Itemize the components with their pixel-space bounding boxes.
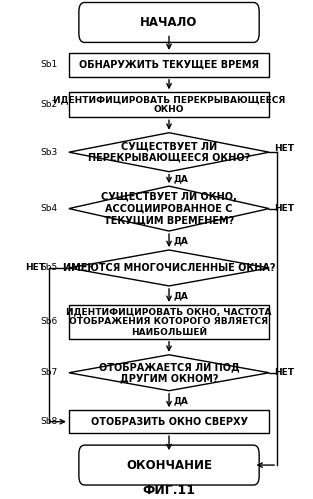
Text: ОКОНЧАНИЕ: ОКОНЧАНИЕ xyxy=(126,459,212,472)
Text: ДА: ДА xyxy=(174,291,189,300)
Text: ИДЕНТИФИЦИРОВАТЬ ОКНО, ЧАСТОТА
ОТОБРАЖЕНИЯ КОТОРОГО ЯВЛЯЕТСЯ
НАИБОЛЬШЕЙ: ИДЕНТИФИЦИРОВАТЬ ОКНО, ЧАСТОТА ОТОБРАЖЕН… xyxy=(66,307,272,337)
FancyBboxPatch shape xyxy=(79,2,259,42)
Text: НЕТ: НЕТ xyxy=(274,144,294,153)
Text: Sb7: Sb7 xyxy=(41,368,58,377)
Polygon shape xyxy=(69,186,269,231)
Bar xyxy=(69,53,269,77)
Polygon shape xyxy=(69,250,269,286)
Text: Sb6: Sb6 xyxy=(41,317,58,326)
Bar xyxy=(69,305,269,339)
Text: НЕТ: НЕТ xyxy=(274,368,294,377)
Text: ИМЕЮТСЯ МНОГОЧИСЛЕННЫЕ ОКНА?: ИМЕЮТСЯ МНОГОЧИСЛЕННЫЕ ОКНА? xyxy=(63,263,275,273)
Text: Sb2: Sb2 xyxy=(41,100,58,109)
Text: ИДЕНТИФИЦИРОВАТЬ ПЕРЕКРЫВАЮЩЕЕСЯ
ОКНО: ИДЕНТИФИЦИРОВАТЬ ПЕРЕКРЫВАЮЩЕЕСЯ ОКНО xyxy=(53,95,285,114)
Text: Sb3: Sb3 xyxy=(41,148,58,157)
Text: Sb8: Sb8 xyxy=(41,417,58,426)
Text: ДА: ДА xyxy=(174,175,189,184)
Text: Sb5: Sb5 xyxy=(41,263,58,272)
Text: НЕТ: НЕТ xyxy=(25,263,45,272)
Text: СУЩЕСТВУЕТ ЛИ
ПЕРЕКРЫВАЮЩЕЕСЯ ОКНО?: СУЩЕСТВУЕТ ЛИ ПЕРЕКРЫВАЮЩЕЕСЯ ОКНО? xyxy=(88,141,250,163)
Text: Sb4: Sb4 xyxy=(41,204,58,213)
Text: НЕТ: НЕТ xyxy=(274,204,294,213)
Text: ДА: ДА xyxy=(174,396,189,405)
Polygon shape xyxy=(69,355,269,391)
Text: ФИГ.11: ФИГ.11 xyxy=(142,484,196,497)
Text: ДА: ДА xyxy=(174,236,189,245)
Text: Sb1: Sb1 xyxy=(41,60,58,69)
Polygon shape xyxy=(69,133,269,172)
Text: ОТОБРАЗИТЬ ОКНО СВЕРХУ: ОТОБРАЗИТЬ ОКНО СВЕРХУ xyxy=(90,417,248,427)
Text: НАЧАЛО: НАЧАЛО xyxy=(140,16,198,29)
Bar xyxy=(69,410,269,433)
Bar xyxy=(69,92,269,117)
FancyBboxPatch shape xyxy=(79,445,259,485)
Text: ОТОБРАЖАЕТСЯ ЛИ ПОД
ДРУГИМ ОКНОМ?: ОТОБРАЖАЕТСЯ ЛИ ПОД ДРУГИМ ОКНОМ? xyxy=(99,362,239,384)
Text: СУЩЕСТВУЕТ ЛИ ОКНО,
АССОЦИИРОВАННОЕ С
ТЕКУЩИМ ВРЕМЕНЕМ?: СУЩЕСТВУЕТ ЛИ ОКНО, АССОЦИИРОВАННОЕ С ТЕ… xyxy=(101,192,237,225)
Text: ОБНАРУЖИТЬ ТЕКУЩЕЕ ВРЕМЯ: ОБНАРУЖИТЬ ТЕКУЩЕЕ ВРЕМЯ xyxy=(79,60,259,70)
